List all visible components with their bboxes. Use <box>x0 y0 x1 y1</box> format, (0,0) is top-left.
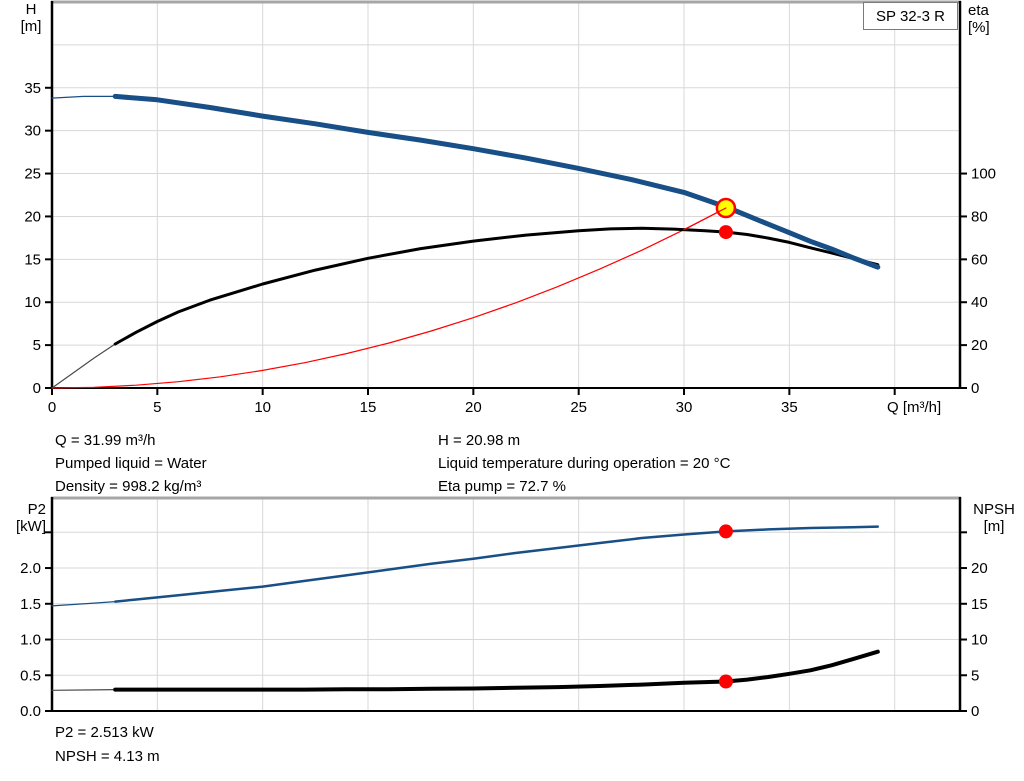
right-tick-label: 80 <box>971 208 988 225</box>
right-tick-label: 20 <box>971 337 988 354</box>
x-tick-label: 10 <box>254 399 271 416</box>
right-tick-label: 20 <box>971 560 988 577</box>
info-eta-pump: Eta pump = 72.7 % <box>438 478 566 495</box>
axis-label-line: [kW] <box>16 518 46 535</box>
system-curve-tip <box>683 207 727 231</box>
x-tick-label: 20 <box>465 399 482 416</box>
left-tick-label: 0.5 <box>20 667 41 684</box>
x-tick-label: 25 <box>570 399 587 416</box>
right-tick-label: 60 <box>971 251 988 268</box>
info-npsh: NPSH = 4.13 m <box>55 748 160 765</box>
p2-curve-start <box>51 600 116 607</box>
info-liquid-temperature: Liquid temperature during operation = 20… <box>438 455 731 472</box>
p2-point[interactable] <box>718 524 733 539</box>
x-tick-label: 35 <box>781 399 798 416</box>
right-tick-label: 10 <box>971 632 988 649</box>
info-density: Density = 998.2 kg/m³ <box>55 478 202 495</box>
right-tick-label: 15 <box>971 596 988 613</box>
npsh-point[interactable] <box>718 674 733 689</box>
pump-curve <box>112 93 881 270</box>
axis-label-line: P2 <box>27 501 46 518</box>
left-tick-label: 25 <box>24 166 41 183</box>
info-head: H = 20.98 m <box>438 432 521 449</box>
x-tick-label: 5 <box>153 399 161 416</box>
h-axis-label: H [m] <box>12 1 50 35</box>
left-tick-label: 5 <box>33 337 41 354</box>
system-curve <box>51 207 727 389</box>
efficiency-point[interactable] <box>718 225 733 240</box>
axis-label-line: eta <box>968 2 989 19</box>
power-info: P2 = 2.513 kW NPSH = 4.13 m <box>55 721 160 769</box>
left-tick-label: 15 <box>24 251 41 268</box>
p2-axis-label: P2 [kW] <box>0 501 46 535</box>
axis-label-line: [m] <box>20 18 42 35</box>
npsh-curve <box>113 649 880 692</box>
info-flow: Q = 31.99 m³/h <box>55 432 156 449</box>
info-pumped-liquid: Pumped liquid = Water <box>55 455 207 472</box>
right-tick-label: 0 <box>971 380 979 397</box>
x-tick-label: 30 <box>676 399 693 416</box>
right-tick-label: 0 <box>971 703 979 720</box>
right-tick-label: 100 <box>971 166 996 183</box>
left-tick-label: 0.0 <box>20 703 41 720</box>
x-tick-label: 15 <box>360 399 377 416</box>
axis-label-line: [%] <box>968 19 990 36</box>
x-tick-label: 0 <box>48 399 56 416</box>
right-tick-label: 5 <box>971 667 979 684</box>
axis-label-line: NPSH <box>973 501 1015 518</box>
left-tick-label: 35 <box>24 80 41 97</box>
left-tick-label: 30 <box>24 123 41 140</box>
operating-info-right: H = 20.98 m Liquid temperature during op… <box>438 429 730 498</box>
left-tick-label: 0 <box>33 380 41 397</box>
left-tick-label: 20 <box>24 208 41 225</box>
operating-info-left: Q = 31.99 m³/h Pumped liquid = Water Den… <box>55 429 207 498</box>
axis-label-line: H <box>25 1 37 18</box>
left-tick-label: 1.0 <box>20 632 41 649</box>
q-axis-label: Q [m³/h] <box>887 399 942 416</box>
right-tick-label: 40 <box>971 294 988 311</box>
axis-label-line: [m] <box>983 518 1005 535</box>
pump-curve-start <box>51 95 116 99</box>
efficiency-curve <box>113 226 880 346</box>
left-tick-label: 2.0 <box>20 560 41 577</box>
left-tick-label: 10 <box>24 294 41 311</box>
left-tick-label: 1.5 <box>20 596 41 613</box>
efficiency-curve-start <box>51 343 116 389</box>
npsh-axis-label: NPSH [m] <box>964 501 1024 535</box>
pump-type-badge: SP 32-3 R <box>863 2 958 30</box>
npsh-curve-start <box>51 688 116 691</box>
eta-axis-label: eta [%] <box>968 2 1018 36</box>
p2-curve <box>113 525 880 603</box>
info-p2: P2 = 2.513 kW <box>55 724 154 741</box>
